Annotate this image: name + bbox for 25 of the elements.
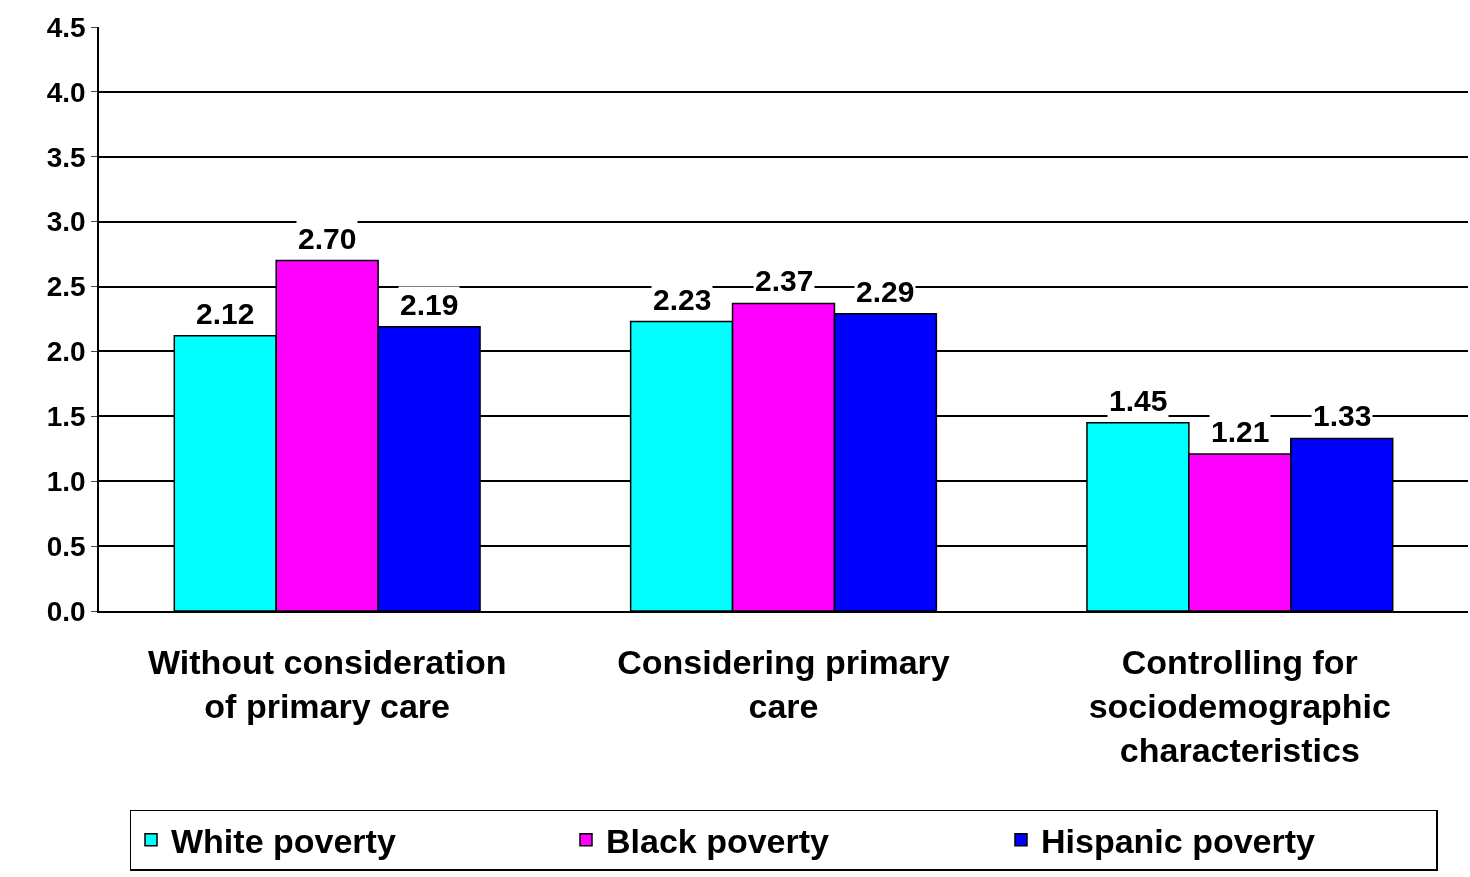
y-tick-label: 4.5	[46, 11, 86, 43]
y-tick-label: 3.0	[46, 206, 86, 238]
legend-label: White poverty	[171, 821, 396, 860]
data-label: 2.29	[856, 275, 915, 308]
data-label: 2.12	[196, 297, 255, 330]
data-label: 2.37	[755, 264, 814, 297]
data-label: 1.45	[1109, 384, 1168, 417]
legend-label: Black poverty	[606, 821, 830, 860]
y-tick-label: 4.0	[46, 76, 86, 108]
data-label: 1.21	[1211, 415, 1270, 448]
y-tick-label: 0.5	[46, 530, 86, 562]
y-tick-label: 3.5	[46, 141, 86, 173]
data-label: 2.19	[400, 288, 459, 321]
data-label: 2.70	[298, 222, 357, 255]
data-label: 1.33	[1313, 399, 1372, 432]
data-label: 2.23	[653, 283, 712, 316]
x-tick-label: Controlling for sociodemographic characteristics	[1088, 642, 1391, 769]
y-tick-label: 2.5	[46, 271, 86, 303]
y-tick-label: 1.0	[46, 466, 86, 498]
x-tick-label: Considering primary care	[617, 642, 950, 725]
x-tick-label: Without consideration of primary care	[147, 642, 507, 725]
y-tick-label: 2.0	[46, 336, 86, 368]
legend-label: Hispanic poverty	[1041, 821, 1316, 860]
y-tick-label: 0.0	[46, 595, 86, 627]
y-tick-label: 1.5	[46, 401, 86, 433]
